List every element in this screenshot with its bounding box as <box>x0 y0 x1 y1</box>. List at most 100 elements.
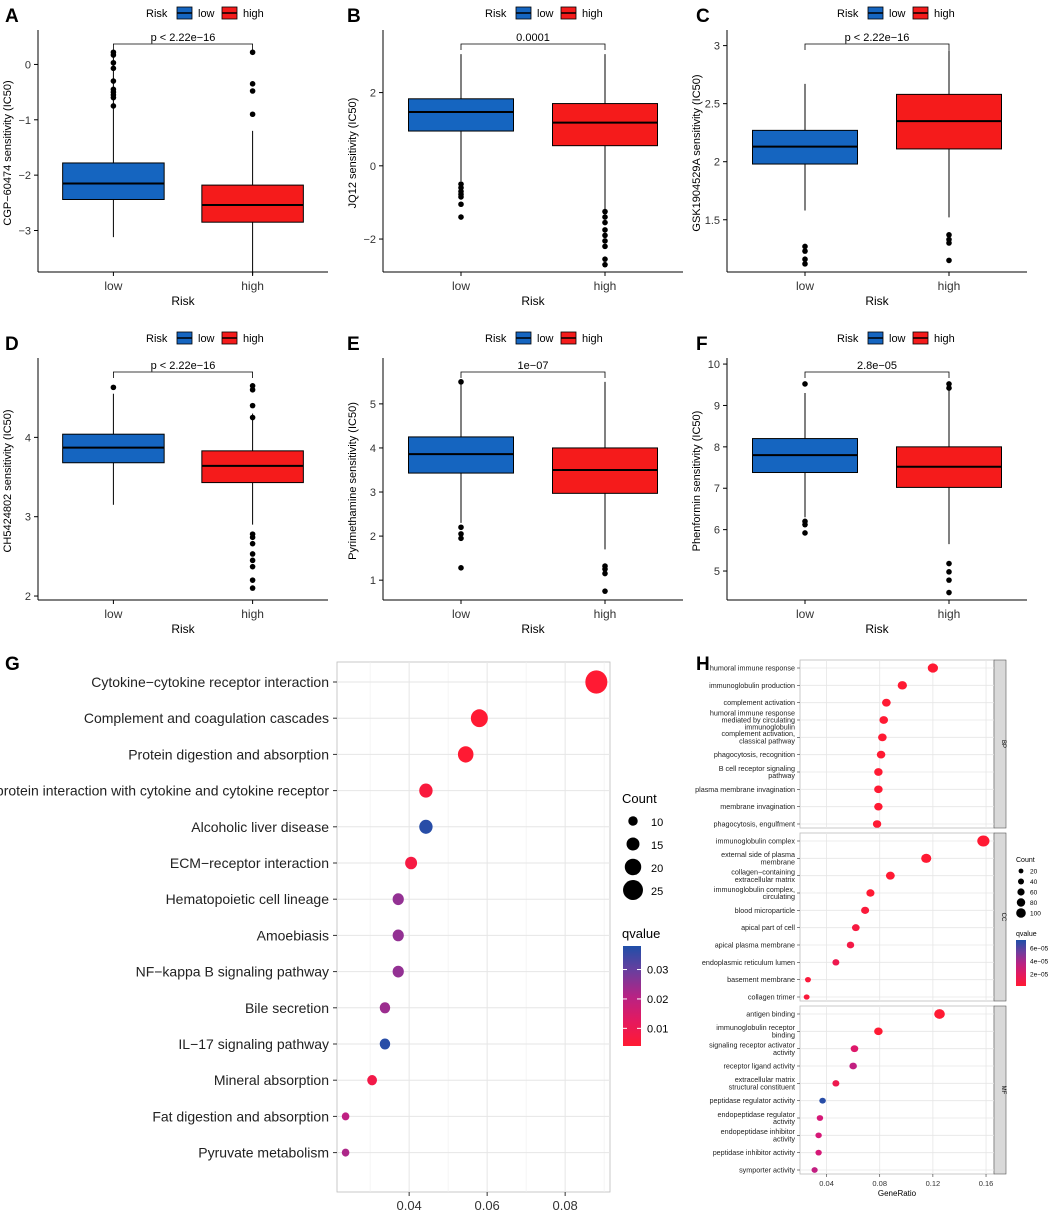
term-label: membrane invagination <box>720 802 795 811</box>
outlier-point <box>602 261 608 268</box>
y-tick-label: 4 <box>370 443 376 455</box>
facet-panel <box>799 659 995 829</box>
x-tick-label: 0.06 <box>474 1198 499 1212</box>
enrichment-point <box>866 889 875 897</box>
count-legend-dot <box>626 837 640 851</box>
facet-strip <box>993 1005 1007 1175</box>
enrichment-point <box>885 871 895 880</box>
outlier-point <box>602 227 608 233</box>
term-label: activity <box>773 1048 795 1057</box>
enrichment-point <box>832 959 840 966</box>
term-label: peptidase inhibitor activity <box>713 1148 796 1157</box>
p-value-label: p < 2.22e−16 <box>151 360 216 372</box>
box-low <box>408 98 514 132</box>
qvalue-colorbar <box>1016 940 1026 986</box>
facet-mf: MF antigen binding immunoglobulin receptor… <box>709 1005 1007 1175</box>
facet-strip <box>993 659 1007 829</box>
enrichment-point <box>811 1167 818 1173</box>
outlier-point <box>110 78 117 84</box>
outlier-point <box>602 214 608 220</box>
qvalue-legend-label: 0.03 <box>647 965 668 977</box>
x-tick-label: low <box>452 279 470 293</box>
panel-label-f: F <box>696 334 708 355</box>
outlier-point <box>458 535 464 542</box>
y-axis-title: Phenformin sensitivity (IC50) <box>691 411 703 552</box>
y-tick-label: −3 <box>18 225 31 237</box>
legend-title: Risk <box>485 333 507 345</box>
y-tick-label: 10 <box>708 359 720 371</box>
y-axis-title: GSK1904529A sensitivity (IC50) <box>691 74 703 231</box>
legend-title: Risk <box>837 8 859 20</box>
outlier-point <box>458 194 464 200</box>
term-label: structural constituent <box>729 1082 795 1091</box>
count-legend-label: 15 <box>651 840 663 852</box>
x-tick-label: high <box>938 607 961 621</box>
count-legend-dot <box>1016 898 1026 907</box>
y-tick-label: 5 <box>370 399 376 411</box>
y-tick-label: 3 <box>714 41 720 53</box>
outlier-point <box>802 256 808 263</box>
y-tick-label: 5 <box>714 566 720 578</box>
x-tick-label: 0.04 <box>819 1179 834 1188</box>
outlier-point <box>802 530 808 536</box>
legend-label-high: high <box>243 8 264 20</box>
y-tick-label: 9 <box>714 400 720 412</box>
enrichment-point <box>392 893 404 906</box>
outlier-point <box>602 208 608 215</box>
enrichment-point <box>803 994 810 1000</box>
term-label: antigen binding <box>746 1010 795 1019</box>
term-label: Viral protein interaction with cytokine … <box>0 783 329 799</box>
enrichment-point <box>457 746 474 763</box>
term-label: signaling receptor activator <box>709 1041 796 1050</box>
x-axis-title: Risk <box>171 294 195 308</box>
term-label: mediated by circulating <box>721 716 795 725</box>
outlier-point <box>946 385 952 391</box>
facet-bp: BP humoral immune response immunoglobulin … <box>695 659 1007 829</box>
enrichment-point <box>846 941 855 949</box>
legend-label-low: low <box>889 333 906 345</box>
y-tick-label: 3 <box>370 487 376 499</box>
enrichment-point <box>897 681 907 690</box>
enrichment-point <box>876 750 886 759</box>
outlier-point <box>602 588 608 594</box>
p-value-label: 1e−07 <box>518 360 549 372</box>
significance-bracket <box>113 371 253 378</box>
count-legend-label: 20 <box>1030 869 1038 876</box>
outlier-point <box>458 524 464 531</box>
term-label: phagocytosis, engulfment <box>713 820 795 829</box>
term-label: Pyruvate metabolism <box>198 1145 329 1161</box>
boxplot-panel-b: Risk low high 2 0 −2 low high Risk JQ12 sensitivi… <box>347 6 683 308</box>
outlier-point <box>802 381 808 387</box>
outlier-point <box>602 243 608 250</box>
facet-cc: CC immunoglobulin complex external side of… <box>702 832 1007 1002</box>
outlier-point <box>946 232 952 238</box>
y-tick-label: 1 <box>370 575 376 587</box>
y-axis-title: Pyrimethamine sensitivity (IC50) <box>347 402 359 560</box>
term-label: extracellular matrix <box>735 1075 796 1084</box>
legend-label-high: high <box>243 333 264 345</box>
term-label: extracellular matrix <box>735 875 796 884</box>
x-axis-title: GeneRatio <box>878 1189 917 1198</box>
outlier-point <box>110 65 117 72</box>
enrichment-point <box>470 709 488 728</box>
qvalue-legend-label: 4e−05 <box>1030 959 1049 966</box>
qvalue-legend-label: 0.01 <box>647 1023 668 1035</box>
term-label: Complement and coagulation cascades <box>84 710 329 726</box>
term-label: symporter activity <box>739 1166 795 1175</box>
qvalue-legend-title: qvalue <box>622 926 660 941</box>
term-label: immunoglobulin production <box>709 681 795 690</box>
boxplot-panel-f: Risk low high 10 9 8 7 6 5 low high Risk Phenformin … <box>691 331 1027 636</box>
dotplot-panel-g: 0.040.060.08GeneRatioCytokine−cytokine r… <box>0 661 668 1212</box>
enrichment-point <box>927 663 939 673</box>
boxplot-panel-d: Risk low high 4 3 2 low high Risk CH5424802 sensi… <box>2 331 328 636</box>
enrichment-point <box>849 1062 857 1070</box>
enrichment-point <box>934 1009 945 1019</box>
legend-title: Risk <box>485 8 507 20</box>
panel-label-b: B <box>347 6 361 27</box>
outlier-point <box>802 248 808 254</box>
enrichment-point <box>878 733 887 742</box>
legend-label-low: low <box>198 333 215 345</box>
enrichment-point <box>850 1045 859 1053</box>
outlier-point <box>249 386 256 393</box>
